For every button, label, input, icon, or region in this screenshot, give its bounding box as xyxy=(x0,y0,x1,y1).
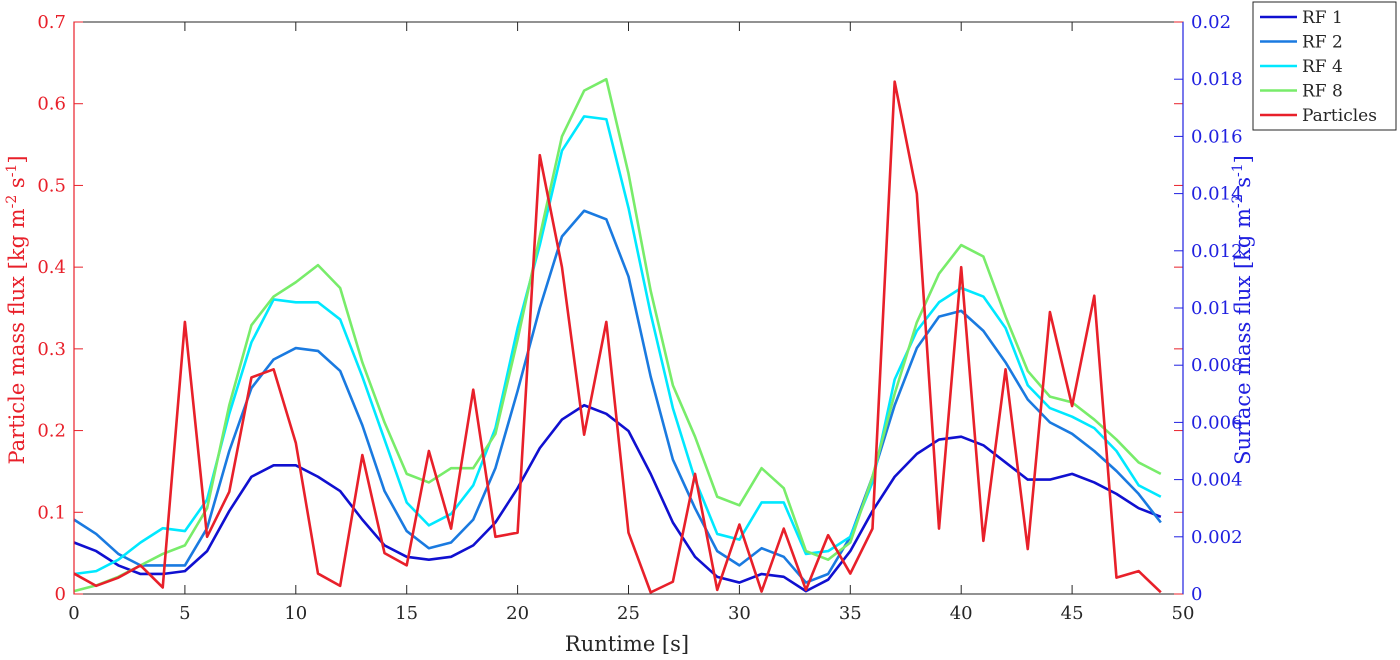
y-left-tick-label: 0.2 xyxy=(37,421,66,442)
legend-entry-label: Particles xyxy=(1302,106,1377,126)
legend-entry-label: RF 4 xyxy=(1302,57,1343,77)
legend: RF 1 RF 2 RF 4 RF 8 Particles xyxy=(1252,1,1397,131)
y-right-tick-label: 0.004 xyxy=(1191,470,1243,491)
series-line-rf-2 xyxy=(73,209,1162,584)
y-axis-left-label: Particle mass flux [kg m-2 s-1] xyxy=(4,155,29,464)
x-tick-label: 0 xyxy=(68,603,79,624)
y-right-tick-label: 0.02 xyxy=(1191,12,1231,33)
x-axis-label: Runtime [s] xyxy=(565,632,689,656)
series-line-rf-4 xyxy=(73,115,1162,576)
y-right-tick-label: 0.002 xyxy=(1191,527,1243,548)
y-left-tick-label: 0.1 xyxy=(37,502,66,523)
y-left-tick-label: 0.7 xyxy=(37,12,66,33)
x-tick-label: 5 xyxy=(179,603,190,624)
x-tick-label: 50 xyxy=(1172,603,1195,624)
x-tick-label: 25 xyxy=(617,603,640,624)
y-right-tick-label: 0.008 xyxy=(1191,355,1243,376)
y-axis-right: 0 0.002 0.004 0.006 0.008 0.01 0.012 0.014 0.016… xyxy=(1174,12,1243,605)
x-axis: 0 5 10 15 20 25 30 35 40 45 50 xyxy=(68,22,1194,624)
series-layer xyxy=(73,77,1162,594)
y-right-tick-label: 0.012 xyxy=(1191,241,1243,262)
y-right-tick-label: 0.018 xyxy=(1191,69,1243,90)
y-right-tick-label: 0.016 xyxy=(1191,126,1243,147)
plot-frame xyxy=(73,21,1184,595)
x-tick-label: 40 xyxy=(950,603,973,624)
y-axis-left: 0 0.1 0.2 0.3 0.4 0.5 0.6 0.7 xyxy=(37,12,83,605)
x-tick-label: 10 xyxy=(284,603,307,624)
series-line-particles xyxy=(73,80,1162,594)
y-right-tick-label: 0.006 xyxy=(1191,412,1243,433)
series-line-rf-8 xyxy=(73,77,1162,593)
x-tick-label: 35 xyxy=(839,603,862,624)
y-left-tick-label: 0.5 xyxy=(37,175,66,196)
y-right-tick-label: 0.01 xyxy=(1191,298,1231,319)
y-right-tick-label: 0 xyxy=(1191,584,1202,605)
x-tick-label: 45 xyxy=(1061,603,1084,624)
y-left-tick-label: 0.4 xyxy=(37,257,66,278)
legend-entry-label: RF 1 xyxy=(1302,8,1343,28)
legend-entry-label: RF 8 xyxy=(1302,82,1343,102)
y-left-tick-label: 0.3 xyxy=(37,339,66,360)
x-tick-label: 30 xyxy=(728,603,751,624)
plot-area xyxy=(73,21,1184,595)
y-right-tick-label: 0.014 xyxy=(1191,184,1243,205)
x-tick-label: 20 xyxy=(506,603,529,624)
x-tick-label: 15 xyxy=(395,603,418,624)
y-axis-right-label: Surface mass flux [kg m-2 s-1] xyxy=(1230,155,1255,465)
legend-entry-label: RF 2 xyxy=(1302,33,1343,53)
y-left-tick-label: 0 xyxy=(55,584,66,605)
y-left-tick-label: 0.6 xyxy=(37,94,66,115)
